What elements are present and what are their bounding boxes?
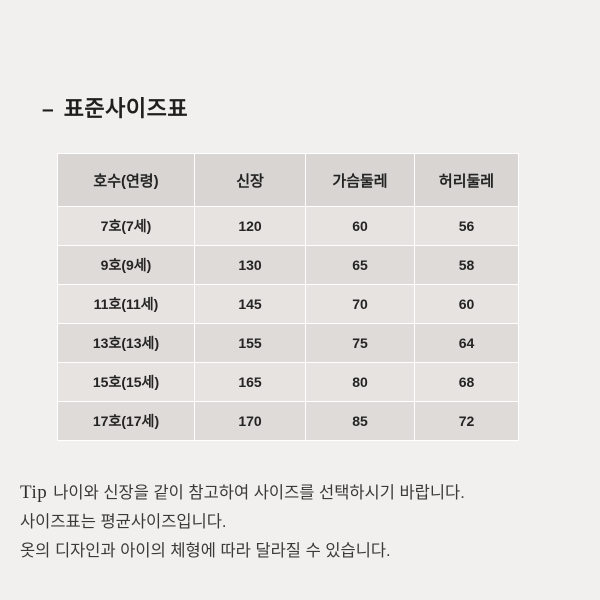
table-header-row: 호수(연령) 신장 가슴둘레 허리둘레 bbox=[57, 153, 519, 207]
cell-size: 13호(13세) bbox=[57, 323, 195, 363]
cell-size: 11호(11세) bbox=[57, 284, 195, 324]
cell-waist: 56 bbox=[414, 206, 519, 246]
column-header-waist: 허리둘레 bbox=[414, 153, 519, 207]
tip-label: Tip bbox=[20, 482, 48, 503]
cell-height: 165 bbox=[194, 362, 306, 402]
cell-chest: 75 bbox=[305, 323, 415, 363]
table-row: 13호(13세) 155 75 64 bbox=[57, 323, 519, 363]
cell-chest: 70 bbox=[305, 284, 415, 324]
table-row: 9호(9세) 130 65 58 bbox=[57, 245, 519, 285]
tip-line-first: Tip 나이와 신장을 같이 참고하여 사이즈를 선택하시기 바랍니다. bbox=[20, 478, 590, 508]
standard-size-table: 호수(연령) 신장 가슴둘레 허리둘레 7호(7세) 120 60 56 9호(… bbox=[57, 153, 519, 441]
column-header-height: 신장 bbox=[194, 153, 306, 207]
page-title-text: 표준사이즈표 bbox=[63, 96, 189, 121]
table-body: 7호(7세) 120 60 56 9호(9세) 130 65 58 11호(11… bbox=[57, 206, 519, 441]
tip-text-1: 나이와 신장을 같이 참고하여 사이즈를 선택하시기 바랍니다. bbox=[53, 484, 465, 502]
cell-chest: 65 bbox=[305, 245, 415, 285]
tip-text-3-line: 옷의 디자인과 아이의 체형에 따라 달라질 수 있습니다. bbox=[20, 537, 590, 566]
table-row: 15호(15세) 165 80 68 bbox=[57, 362, 519, 402]
cell-height: 170 bbox=[194, 401, 306, 441]
cell-waist: 68 bbox=[414, 362, 519, 402]
cell-height: 155 bbox=[194, 323, 306, 363]
cell-waist: 64 bbox=[414, 323, 519, 363]
page-title: – 표준사이즈표 bbox=[42, 96, 189, 121]
cell-size: 15호(15세) bbox=[57, 362, 195, 402]
table-row: 17호(17세) 170 85 72 bbox=[57, 401, 519, 441]
cell-waist: 72 bbox=[414, 401, 519, 441]
column-header-size: 호수(연령) bbox=[57, 153, 195, 207]
tip-text-2: 사이즈표는 평균사이즈입니다. bbox=[20, 513, 227, 531]
column-header-chest: 가슴둘레 bbox=[305, 153, 415, 207]
cell-chest: 60 bbox=[305, 206, 415, 246]
tip-text-3: 옷의 디자인과 아이의 체형에 따라 달라질 수 있습니다. bbox=[20, 542, 391, 560]
table-header: 호수(연령) 신장 가슴둘레 허리둘레 bbox=[57, 153, 519, 207]
table-row: 11호(11세) 145 70 60 bbox=[57, 284, 519, 324]
cell-size: 9호(9세) bbox=[57, 245, 195, 285]
cell-chest: 85 bbox=[305, 401, 415, 441]
tip-section: Tip 나이와 신장을 같이 참고하여 사이즈를 선택하시기 바랍니다. 사이즈표… bbox=[20, 478, 590, 566]
cell-size: 17호(17세) bbox=[57, 401, 195, 441]
table-row: 7호(7세) 120 60 56 bbox=[57, 206, 519, 246]
tip-text-2-line: 사이즈표는 평균사이즈입니다. bbox=[20, 508, 590, 537]
cell-waist: 60 bbox=[414, 284, 519, 324]
cell-chest: 80 bbox=[305, 362, 415, 402]
cell-size: 7호(7세) bbox=[57, 206, 195, 246]
cell-height: 145 bbox=[194, 284, 306, 324]
cell-height: 120 bbox=[194, 206, 306, 246]
cell-height: 130 bbox=[194, 245, 306, 285]
cell-waist: 58 bbox=[414, 245, 519, 285]
title-dash-icon: – bbox=[42, 98, 54, 121]
